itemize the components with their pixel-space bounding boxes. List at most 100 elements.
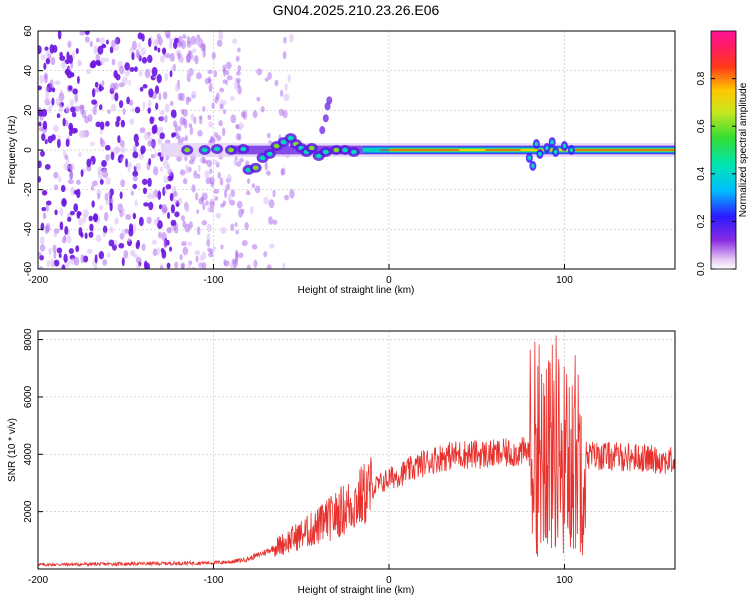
colorbar: 0.0 0.2 0.4 0.6 0.8 Normalized spectral ampl… <box>696 30 749 276</box>
spectrogram-noise-blob <box>152 190 156 200</box>
spectrogram-noise-blob <box>148 201 154 211</box>
spectrogram-noise-blob <box>222 200 227 207</box>
spectrogram-noise-blob <box>223 99 227 106</box>
spectrogram-noise-blob <box>287 74 292 83</box>
spectrogram-noise-blob <box>280 168 284 176</box>
spectrogram-noise-blob <box>170 204 176 214</box>
spectrogram-noise-blob <box>128 79 132 86</box>
spectrogram-noise-blob <box>169 43 173 49</box>
spectrogram-noise-blob <box>226 183 231 191</box>
spectrogram-noise-blob <box>119 139 125 147</box>
spectrogram-noise-blob <box>120 156 124 162</box>
spectrogram-noise-blob <box>164 139 171 145</box>
spectrogram-noise-blob <box>120 119 126 128</box>
spectrogram-noise-blob <box>200 196 205 203</box>
spectrogram-noise-blob <box>99 179 104 185</box>
spectrogram-noise-blob <box>207 76 212 84</box>
spectrogram-noise-blob <box>226 75 233 81</box>
spectrogram-marks <box>38 31 675 269</box>
spectrogram-noise-blob <box>125 158 129 168</box>
spectrogram-noise-blob <box>95 234 102 243</box>
spectrogram-noise-blob <box>80 169 84 177</box>
spectrogram-noise-blob <box>246 264 251 269</box>
snr-ytick-label: 4000 <box>23 443 34 466</box>
spectrogram-noise-blob <box>41 206 47 212</box>
spectrogram-noise-blob <box>78 217 84 226</box>
spectrogram-noise-blob <box>69 99 75 108</box>
spectrogram-noise-blob <box>150 154 156 159</box>
spectrogram-noise-blob <box>213 70 218 78</box>
spectrogram-noise-blob <box>121 257 125 267</box>
spectrogram-noise-blob <box>53 171 59 179</box>
spectrogram-red-core <box>485 149 521 151</box>
spectrogram-noise-blob <box>154 152 158 158</box>
spectrogram-noise-blob <box>139 127 146 134</box>
spectrogram-noise-blob <box>267 71 272 80</box>
spectrogram-noise-blob <box>236 200 243 209</box>
spectrogram-noise-blob <box>147 140 153 147</box>
spectrogram-noise-blob <box>85 68 92 75</box>
spectrogram-disturbance-core <box>273 143 280 149</box>
spectrogram-noise-blob <box>222 79 228 84</box>
spectrogram-noise-blob <box>135 162 141 172</box>
spectrogram-noise-blob <box>237 47 241 53</box>
spectrogram-noise-blob <box>59 207 64 217</box>
spectrogram-noise-blob <box>56 138 61 149</box>
spectrogram-noise-blob <box>81 109 87 119</box>
spectrogram-noise-blob <box>188 159 195 165</box>
spectrogram-noise-blob <box>86 164 92 172</box>
spectrogram-disturbance-core <box>350 149 357 155</box>
spectrogram-noise-blob <box>69 124 73 133</box>
spectrogram-noise-blob <box>132 175 138 182</box>
spectrogram-noise-blob <box>180 263 185 269</box>
spectrogram-noise-blob <box>153 166 159 176</box>
spectrogram-noise-blob <box>177 35 183 46</box>
spectrogram-noise-blob <box>119 65 125 75</box>
spectrogram-noise-blob <box>159 55 165 63</box>
spectrogram-noise-blob <box>43 62 47 70</box>
spectrogram-noise-blob <box>135 48 140 59</box>
spectrogram-xtick-label: -100 <box>203 275 223 286</box>
spectrogram-noise-blob <box>178 125 182 132</box>
spectrogram-noise-blob <box>268 216 273 225</box>
spectrogram-noise-blob <box>125 213 132 220</box>
spectrogram-noise-blob <box>232 38 238 44</box>
spectrogram-noise-blob <box>63 234 67 241</box>
spectrogram-noise-blob <box>80 232 84 238</box>
spectrogram-noise-blob <box>143 202 150 207</box>
spectrogram-noise-blob <box>180 215 186 222</box>
spectrogram-noise-blob <box>139 86 144 92</box>
spectrogram-noise-blob <box>242 110 248 120</box>
spectrogram-noise-blob <box>283 36 287 44</box>
spectrogram-noise-blob <box>115 73 121 81</box>
spectrogram-noise-blob <box>142 101 146 110</box>
spectrogram-noise-blob <box>141 243 146 251</box>
spectrogram-noise-blob <box>84 31 90 36</box>
spectrogram-noise-blob <box>157 220 163 230</box>
spectrogram-noise-blob <box>50 57 56 66</box>
spectrogram-noise-blob <box>166 239 170 246</box>
spectrogram-noise-blob <box>229 95 235 102</box>
spectrogram-noise-blob <box>53 251 57 260</box>
spectrogram-disturbance-core <box>266 151 273 157</box>
spectrogram-noise-blob <box>157 47 161 53</box>
spectrogram-noise-blob <box>133 133 139 144</box>
spectrogram-noise-blob <box>181 136 186 142</box>
spectrogram-noise-blob <box>216 39 223 47</box>
spectrogram-noise-blob <box>68 85 73 91</box>
spectrogram-noise-blob <box>142 187 148 195</box>
spectrogram-noise-blob <box>196 40 202 45</box>
spectrogram-noise-blob <box>53 228 60 234</box>
spectrogram-noise-blob <box>124 67 131 77</box>
spectrogram-noise-blob <box>73 128 78 134</box>
spectrogram-noise-blob <box>238 252 244 259</box>
spectrogram-noise-blob <box>98 104 103 111</box>
spectrogram-disturbance-core <box>333 147 340 153</box>
spectrogram-noise-blob <box>169 70 173 78</box>
spectrogram-noise-blob <box>272 219 278 225</box>
spectrogram-ytick-label: -60 <box>23 261 34 276</box>
colorbar-tick-label: 0.2 <box>696 214 707 228</box>
spectrogram-noise-blob <box>195 255 199 263</box>
spectrogram-noise-blob <box>38 126 44 132</box>
spectrogram-noise-blob <box>70 106 76 113</box>
